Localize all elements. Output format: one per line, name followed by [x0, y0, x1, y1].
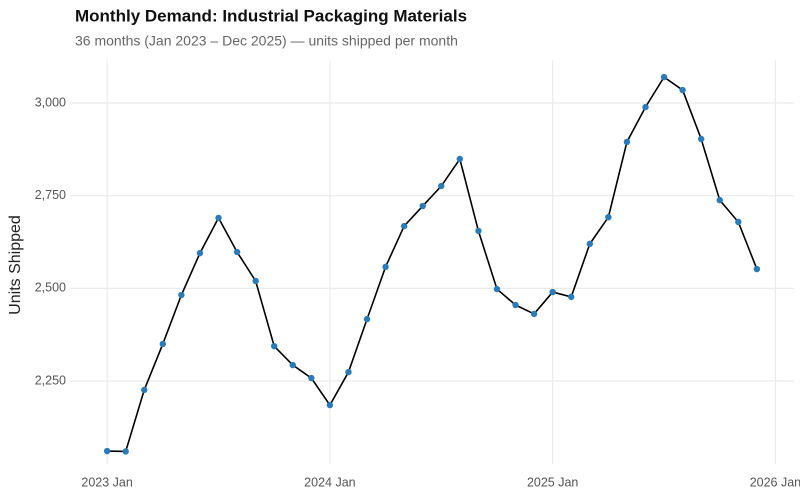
point	[326, 401, 334, 409]
point	[400, 222, 408, 230]
line	[107, 75, 758, 453]
chart-subtitle: 36 months (Jan 2023 – Dec 2025) — units …	[75, 33, 458, 49]
point	[233, 248, 241, 256]
plot-area	[103, 73, 761, 455]
point	[735, 218, 742, 226]
point	[642, 103, 649, 111]
y-tick-label: 2,500	[35, 281, 66, 295]
point	[141, 386, 148, 394]
x-tick-label: 2026 Jan	[750, 475, 800, 489]
point	[215, 214, 222, 222]
point	[568, 293, 575, 301]
grid	[70, 60, 794, 465]
point	[419, 202, 426, 210]
y-axis-title: Units Shipped	[7, 215, 24, 315]
point	[549, 288, 556, 296]
point	[308, 374, 315, 382]
point	[586, 240, 593, 248]
x-tick-label: 2023 Jan	[81, 475, 132, 489]
point	[122, 448, 129, 455]
y-tick-label: 2,250	[35, 373, 66, 387]
point	[103, 447, 111, 455]
point	[196, 249, 204, 257]
y-tick-label: 3,000	[35, 95, 66, 109]
point	[178, 291, 185, 299]
point	[159, 340, 167, 348]
point	[363, 315, 371, 323]
point	[271, 342, 278, 350]
point	[753, 265, 761, 273]
point	[493, 285, 501, 293]
point	[289, 361, 296, 369]
point	[697, 135, 705, 143]
point	[475, 227, 482, 235]
point	[605, 213, 612, 221]
point	[660, 73, 668, 81]
point	[456, 155, 464, 163]
point	[382, 263, 389, 271]
point	[679, 86, 686, 94]
point	[530, 310, 538, 318]
x-tick-label: 2024 Jan	[304, 475, 355, 489]
y-tick-label: 2,750	[35, 188, 66, 202]
point	[512, 301, 519, 309]
point	[252, 277, 259, 285]
point	[716, 196, 723, 204]
chart-title: Monthly Demand: Industrial Packaging Mat…	[75, 6, 467, 25]
point	[345, 368, 352, 376]
point	[438, 182, 445, 190]
point	[623, 138, 631, 146]
x-tick-label: 2025 Jan	[527, 475, 578, 489]
